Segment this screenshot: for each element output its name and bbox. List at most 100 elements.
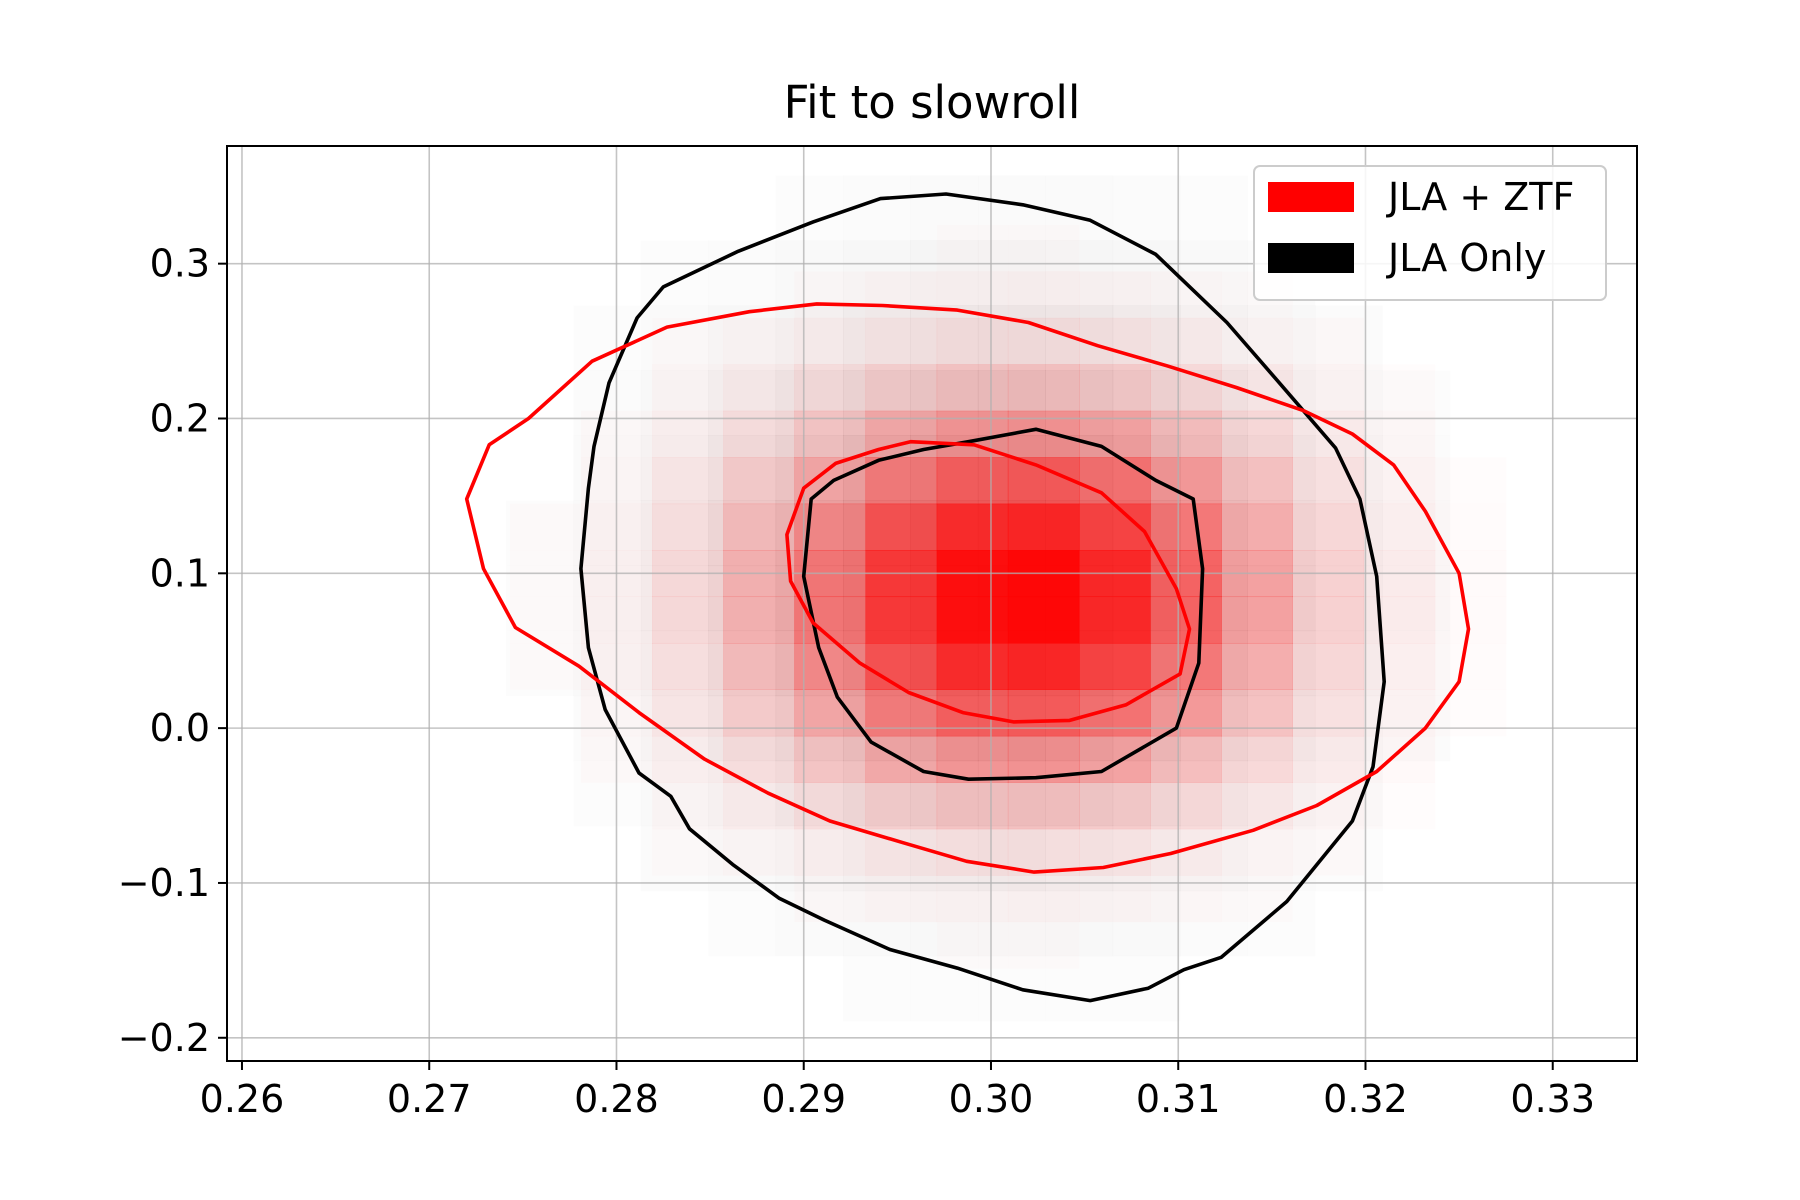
heatmap-cell: [794, 317, 867, 365]
y-tick-label: −0.2: [118, 1016, 210, 1060]
heatmap-cell: [1008, 225, 1080, 272]
heatmap-cell: [708, 891, 776, 957]
heatmap-cell: [977, 370, 1046, 437]
heatmap-cell: [1007, 364, 1080, 412]
heatmap-cell: [843, 760, 911, 827]
heatmap-cell: [1435, 643, 1507, 690]
heatmap-cell: [794, 457, 867, 505]
heatmap-cell: [723, 689, 795, 737]
heatmap-cell: [1292, 457, 1365, 505]
heatmap-cell: [865, 364, 938, 412]
heatmap-cell: [843, 370, 911, 437]
x-tick-label: 0.30: [949, 1077, 1034, 1121]
heatmap-cell: [865, 689, 938, 737]
heatmap-cell: [1078, 782, 1151, 830]
heatmap-cell: [1150, 317, 1222, 365]
heatmap-cell: [1435, 597, 1507, 644]
heatmap-cell: [843, 435, 911, 502]
heatmap-cell: [1007, 457, 1080, 505]
heatmap-cell: [936, 503, 1009, 551]
heatmap-cell: [573, 305, 641, 371]
y-axis: −0.2 −0.1 0.0 0.1 0.2 0.3: [118, 242, 227, 1060]
heatmap-cell: [652, 735, 724, 783]
heatmap-cell: [1292, 318, 1364, 365]
heatmap-cell: [843, 305, 911, 371]
heatmap-cell: [1150, 271, 1222, 318]
heatmap-cell: [708, 435, 777, 502]
heatmap-cell: [510, 643, 582, 690]
x-tick-label: 0.33: [1510, 1077, 1595, 1121]
heatmap-cell: [1363, 642, 1436, 690]
heatmap-cell: [723, 457, 795, 505]
jla-ztf-contour-inner: [785, 439, 1192, 724]
jla-only-contour-outer: [579, 192, 1386, 1003]
jla-only-contour-inner: [801, 427, 1205, 781]
heatmap-cell: [652, 642, 724, 690]
chart-title: Fit to slowroll: [784, 76, 1081, 129]
heatmap-cell: [1007, 596, 1080, 644]
heatmap-cell: [1078, 364, 1151, 412]
x-tick-label: 0.29: [761, 1077, 846, 1121]
heatmap-cell: [1007, 689, 1080, 737]
heatmap-cell: [1363, 596, 1436, 644]
heatmap-cell: [1045, 370, 1114, 437]
heatmap-cell: [1150, 828, 1222, 876]
heatmap-cell: [1292, 735, 1365, 783]
heatmap-cell: [723, 364, 795, 412]
heatmap-cell: [1221, 457, 1293, 505]
x-tick-label: 0.26: [200, 1077, 285, 1121]
y-tick-label: 0.3: [150, 242, 210, 286]
y-tick-label: 0.0: [150, 706, 210, 750]
heatmap-cell: [1364, 364, 1436, 411]
heatmap-cell: [775, 370, 844, 437]
heatmap-cell: [977, 760, 1046, 827]
heatmap-cell: [1078, 457, 1151, 505]
y-tick-label: 0.2: [150, 396, 210, 440]
heatmap-cell: [652, 457, 724, 505]
heatmap-cell: [865, 317, 938, 365]
legend-swatch: [1268, 182, 1354, 212]
heatmap-cell: [1112, 760, 1181, 827]
heatmap-cell: [1247, 435, 1316, 502]
heatmap-cell: [708, 630, 777, 697]
heatmap-cell: [775, 305, 844, 371]
heatmap-cell: [1150, 782, 1222, 830]
x-tick-label: 0.32: [1323, 1077, 1408, 1121]
heatmap-cell: [775, 760, 844, 827]
heatmap-cell: [652, 364, 724, 411]
heatmap-cell: [865, 642, 938, 690]
heatmap-cell: [1364, 782, 1436, 829]
heatmap-cell: [510, 597, 582, 644]
heatmap-cell: [640, 565, 709, 632]
y-tick-label: −0.1: [118, 861, 210, 905]
heatmap-cell: [1435, 504, 1507, 551]
heatmap-cell: [865, 503, 938, 551]
heatmap-cell: [794, 689, 867, 737]
heatmap-cell: [937, 922, 1009, 969]
heatmap-cell: [977, 825, 1046, 892]
heatmap-cell: [1364, 457, 1436, 504]
heatmap-cell: [723, 829, 795, 876]
heatmap-cell: [843, 956, 911, 1022]
heatmap-cell: [1221, 642, 1293, 690]
heatmap-cell: [1008, 271, 1080, 318]
heatmap-cell: [1247, 565, 1316, 632]
heatmap-cell: [936, 457, 1009, 505]
heatmap-cell: [1292, 503, 1365, 551]
x-tick-label: 0.31: [1136, 1077, 1221, 1121]
heatmap-cell: [640, 500, 709, 567]
legend-label: JLA + ZTF: [1386, 175, 1574, 219]
heatmap-cell: [1221, 782, 1293, 830]
heatmap-cell: [1180, 760, 1249, 827]
heatmap-cell: [1180, 435, 1249, 502]
heatmap-cell: [1113, 175, 1181, 241]
y-tick-label: 0.1: [150, 551, 210, 595]
heatmap-cell: [1045, 825, 1114, 892]
heatmap-cell: [723, 642, 795, 690]
heatmap-cell: [723, 596, 795, 644]
heatmap-cell: [1150, 503, 1222, 551]
heatmap-cell: [1180, 175, 1248, 241]
heatmap-cell: [1221, 503, 1293, 551]
heatmap-cell: [1292, 689, 1365, 737]
heatmap-cell: [723, 318, 795, 365]
